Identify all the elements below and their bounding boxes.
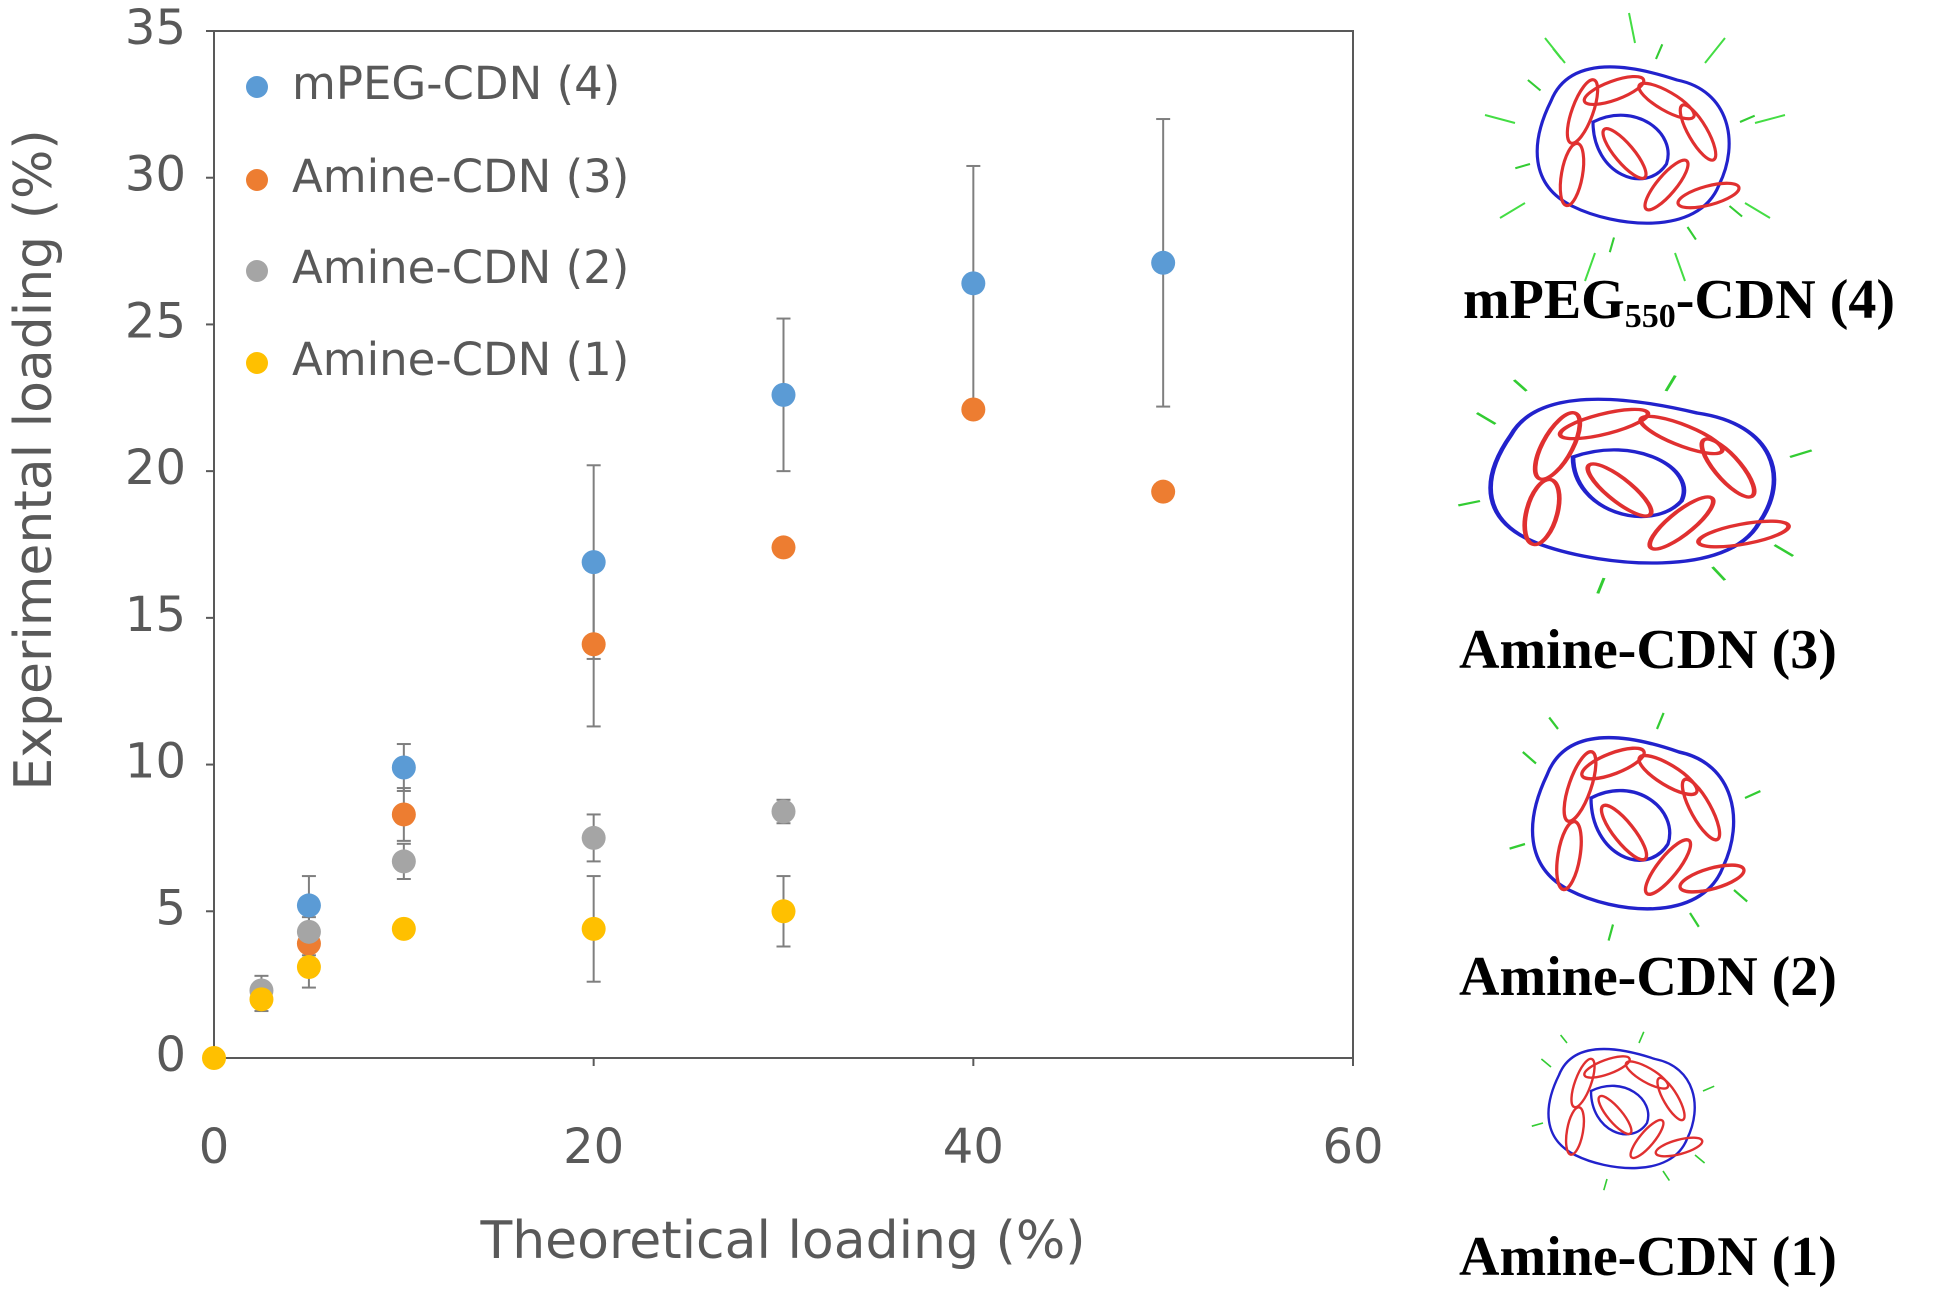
y-tick-label: 20 (125, 440, 186, 496)
y-tick-label: 15 (125, 587, 186, 643)
point (581, 632, 606, 657)
y-axis-title: Experimental loading (%) (4, 129, 64, 790)
legend-label: Amine-CDN (1) (292, 333, 629, 386)
point (961, 271, 986, 296)
legend-marker (246, 76, 268, 98)
point (581, 916, 606, 941)
plot-frame (213, 30, 1354, 1059)
legend-label: Amine-CDN (2) (292, 241, 629, 294)
legend-label: Amine-CDN (3) (292, 150, 629, 203)
structure-label: mPEG550-CDN (4) (1463, 269, 1895, 335)
point (391, 802, 416, 827)
x-tick-label: 20 (563, 1119, 624, 1175)
structure-label-part: mPEG (1463, 269, 1625, 331)
point (391, 849, 416, 874)
point (296, 919, 321, 944)
structure-label-part: Amine-CDN (1) (1459, 1226, 1837, 1288)
y-tick-label: 30 (125, 147, 186, 203)
point (391, 755, 416, 780)
x-tick-label: 40 (943, 1119, 1004, 1175)
legend-marker (246, 352, 268, 374)
point (202, 1046, 226, 1070)
x-tick-label: 0 (199, 1119, 230, 1175)
point (1151, 250, 1176, 275)
point (771, 535, 796, 560)
point (296, 893, 321, 918)
point (391, 916, 416, 941)
point (581, 825, 606, 850)
y-tick-label: 10 (125, 734, 186, 790)
legend-label: mPEG-CDN (4) (292, 57, 620, 110)
peg-chains (1484, 12, 1786, 282)
x-tick-label: 60 (1322, 1119, 1383, 1175)
y-tick-label: 35 (125, 0, 186, 56)
point (1151, 479, 1176, 504)
point (771, 382, 796, 407)
point (961, 397, 986, 422)
structure-label: Amine-CDN (3) (1459, 619, 1837, 681)
point (249, 987, 274, 1012)
structure-1 (1530, 1030, 1716, 1192)
structure-3 (1458, 376, 1811, 594)
point (771, 899, 796, 924)
structure-label-part: Amine-CDN (2) (1459, 946, 1837, 1008)
y-tick-label: 0 (155, 1027, 186, 1083)
structure-label: Amine-CDN (2) (1459, 946, 1837, 1008)
y-tick-label: 5 (155, 880, 186, 936)
point (771, 799, 796, 824)
legend-marker (246, 169, 268, 191)
structure-label-part: 550 (1625, 298, 1676, 335)
structure-2 (1507, 711, 1763, 943)
structure-4 (1513, 42, 1757, 254)
structure-label-part: -CDN (4) (1676, 269, 1895, 331)
structure-label: Amine-CDN (1) (1459, 1226, 1837, 1288)
point (296, 955, 321, 980)
y-tick-label: 25 (125, 293, 186, 349)
structure-label-part: Amine-CDN (3) (1459, 619, 1837, 681)
legend-marker (246, 260, 268, 282)
x-axis-title: Theoretical loading (%) (479, 1211, 1085, 1271)
point (581, 550, 606, 575)
